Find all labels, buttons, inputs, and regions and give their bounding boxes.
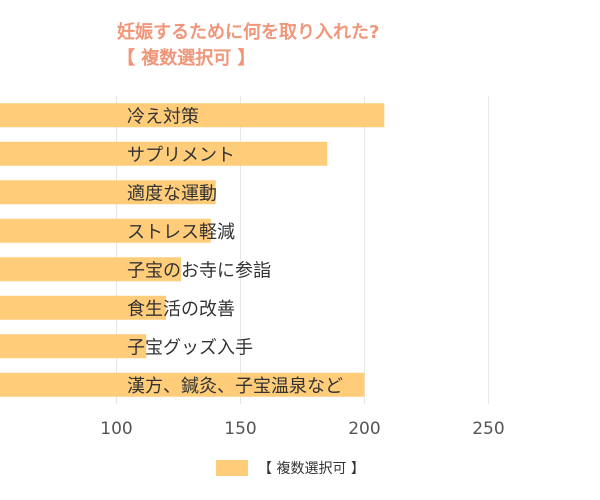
legend-swatch xyxy=(216,460,248,476)
bar xyxy=(0,334,147,359)
bar xyxy=(0,257,181,282)
bar xyxy=(0,295,167,320)
category-label: 子宝グッズ入手 xyxy=(127,337,253,358)
chart-title: 妊娠するために何を取り入れた? xyxy=(117,22,380,43)
bar xyxy=(0,103,385,128)
bar xyxy=(0,180,216,205)
category-label: サプリメント xyxy=(127,145,235,166)
chart-subtitle: 【 複数選択可 】 xyxy=(117,48,256,69)
category-label: 漢方、鍼灸、子宝温泉など xyxy=(127,376,343,397)
category-label: 子宝のお寺に参詣 xyxy=(127,260,271,281)
x-tick-label: 250 xyxy=(472,419,504,439)
category-label: ストレス軽減 xyxy=(127,222,235,243)
x-tick-label: 200 xyxy=(348,419,380,439)
x-tick-label: 150 xyxy=(224,419,256,439)
x-tick-label: 100 xyxy=(100,419,132,439)
category-label: 適度な運動 xyxy=(127,183,217,204)
legend: 【 複数選択可 】 xyxy=(216,458,365,478)
bar xyxy=(0,141,328,166)
bar xyxy=(0,218,211,243)
category-label: 食生活の改善 xyxy=(127,299,235,320)
legend-label: 【 複数選択可 】 xyxy=(258,461,365,477)
bar xyxy=(0,372,365,397)
category-label: 冷え対策 xyxy=(127,106,199,127)
